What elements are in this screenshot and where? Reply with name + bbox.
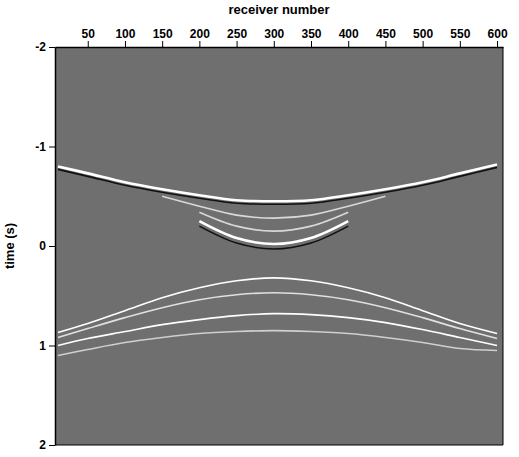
plot: 50 100 150 200 250 300 350 400 450 500 550 600 -2 -1 0…: [35, 27, 508, 452]
x-tick-label: 500: [413, 27, 433, 41]
x-tick-label: 450: [376, 27, 396, 41]
event-line: [58, 331, 497, 356]
event-line: [199, 212, 348, 231]
x-tick: 450: [376, 27, 396, 47]
y-tick: 2: [39, 438, 55, 452]
event-line: [58, 278, 497, 334]
y-tick-mark: [49, 445, 55, 446]
y-tick-label: -1: [35, 140, 46, 154]
x-tick-label: 550: [450, 27, 470, 41]
x-tick-mark: [162, 41, 163, 47]
y-tick-label: -2: [35, 40, 46, 54]
event-line: [162, 196, 385, 218]
y-tick-label: 1: [39, 339, 46, 353]
x-axis: 50 100 150 200 250 300 350 400 450 500 550 600: [56, 27, 508, 48]
x-tick: 600: [488, 27, 508, 47]
x-tick: 250: [227, 27, 247, 47]
x-tick: 50: [82, 27, 96, 47]
x-axis-line: [56, 47, 504, 49]
x-tick-mark: [88, 41, 89, 47]
x-tick: 300: [264, 27, 284, 47]
x-tick: 550: [450, 27, 470, 47]
x-tick-mark: [460, 41, 461, 47]
y-tick-label: 2: [39, 438, 46, 452]
x-tick: 500: [413, 27, 433, 47]
x-tick-mark: [348, 41, 349, 47]
x-tick: 350: [301, 27, 321, 47]
y-tick: -1: [35, 140, 55, 154]
event-line: [199, 226, 348, 249]
x-tick-label: 400: [339, 27, 359, 41]
x-tick-label: 300: [264, 27, 284, 41]
x-tick-mark: [274, 41, 275, 47]
chart: 50 100 150 200 250 300 350 400 450 500 550 600 -2 -1 0…: [0, 0, 519, 457]
x-tick-label: 250: [227, 27, 247, 41]
x-tick: 200: [190, 27, 210, 47]
event-line: [58, 314, 497, 346]
y-tick: 0: [39, 239, 55, 253]
y-tick-label: 0: [39, 239, 46, 253]
plot-background: [55, 47, 503, 445]
y-tick: 1: [39, 339, 55, 353]
traces: [58, 164, 497, 355]
y-tick-mark: [49, 147, 55, 148]
frame: [55, 445, 503, 446]
x-tick: 100: [115, 27, 135, 47]
frame: [503, 47, 504, 445]
x-tick-mark: [125, 41, 126, 47]
x-tick-mark: [199, 41, 200, 47]
event-line: [199, 221, 348, 244]
x-tick: 400: [339, 27, 359, 47]
y-axis-title: time (s): [2, 223, 17, 269]
event-line: [58, 167, 497, 204]
x-tick-mark: [237, 41, 238, 47]
x-tick-label: 350: [301, 27, 321, 41]
y-tick-mark: [49, 246, 55, 247]
x-tick-mark: [423, 41, 424, 47]
y-tick-mark: [49, 47, 55, 48]
y-tick-mark: [49, 346, 55, 347]
x-tick-label: 200: [190, 27, 210, 41]
x-tick: 150: [153, 27, 173, 47]
x-tick-label: 150: [153, 27, 173, 41]
x-tick-label: 50: [82, 27, 96, 41]
x-tick-mark: [385, 41, 386, 47]
x-tick-mark: [497, 41, 498, 47]
y-tick: -2: [35, 40, 55, 54]
x-tick-label: 100: [115, 27, 135, 41]
x-tick-label: 600: [488, 27, 508, 41]
x-tick-mark: [311, 41, 312, 47]
y-axis: -2 -1 0 1 2: [35, 40, 55, 452]
x-axis-title: receiver number: [228, 2, 329, 17]
